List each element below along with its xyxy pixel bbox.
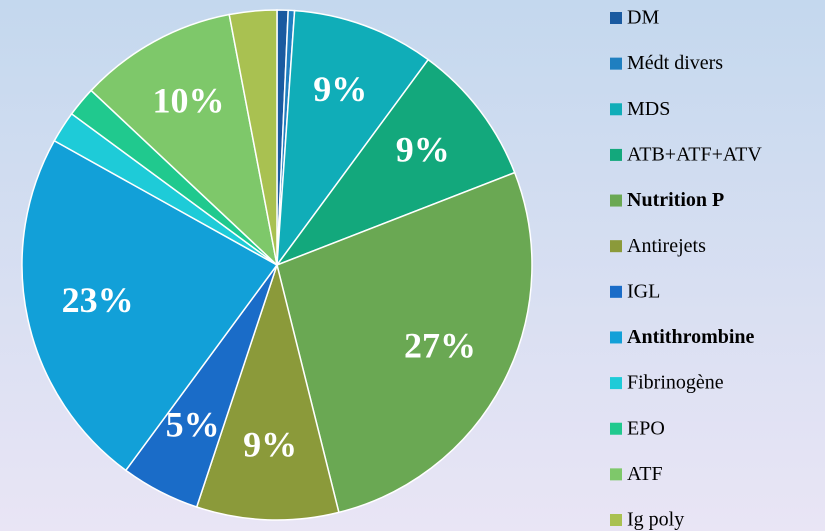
legend-label: Médt divers [627, 52, 723, 74]
value-label: 9% [313, 69, 367, 109]
legend-swatch [610, 514, 622, 526]
legend-swatch [610, 240, 622, 253]
value-label: 9% [396, 130, 450, 170]
value-label: 5% [166, 404, 220, 444]
pie-slice [276, 171, 533, 514]
legend-label: Ig poly [627, 509, 684, 531]
legend-label: MDS [627, 98, 670, 120]
legend-swatch [610, 377, 622, 390]
legend-label: IGL [627, 280, 660, 302]
value-label: 23% [62, 280, 134, 320]
value-label: 27% [404, 326, 476, 366]
legend-label: Nutrition P [627, 189, 724, 211]
pie-slice [228, 9, 278, 266]
legend-swatch [610, 148, 622, 161]
pie-slice [276, 9, 430, 268]
legend-swatch [610, 194, 622, 207]
legend-swatch [610, 331, 622, 344]
legend-swatch [610, 57, 622, 70]
legend-swatch [610, 12, 622, 24]
pie-slice [21, 139, 279, 472]
legend-label: ATB+ATF+ATV [627, 144, 762, 166]
legend-label: EPO [627, 417, 665, 439]
legend-label: Antirejets [627, 235, 706, 257]
legend-label: ATF [627, 463, 663, 485]
value-label: 9% [243, 425, 297, 465]
legend-swatch [610, 422, 622, 435]
value-label: 10% [153, 80, 225, 120]
legend-label: DM [627, 7, 659, 29]
legend-label: Fibrinogène [627, 372, 724, 394]
pie-slice [90, 13, 279, 268]
legend-swatch [610, 285, 622, 298]
pie-slice [195, 262, 340, 521]
pie-slice [274, 58, 516, 267]
legend-swatch [610, 103, 622, 116]
legend-swatch [610, 468, 622, 481]
legend-label: Antithrombine [627, 326, 755, 348]
